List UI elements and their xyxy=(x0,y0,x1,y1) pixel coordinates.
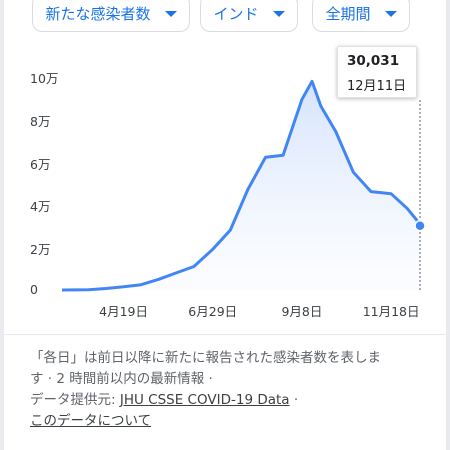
chart-tooltip: 30,031 12月11日 xyxy=(337,46,417,98)
y-tick-label: 2万 xyxy=(30,242,51,258)
x-tick-label: 9月8日 xyxy=(281,304,323,319)
x-tick-label: 4月19日 xyxy=(99,304,148,319)
dropdown-arrow-icon xyxy=(272,11,285,17)
x-tick-label: 6月29日 xyxy=(188,304,238,319)
footer-about-line: このデータについて xyxy=(30,411,430,432)
highlighted-data-point xyxy=(414,219,426,232)
metric-dropdown[interactable]: 新たな感染者数 xyxy=(32,0,190,32)
filter-bar: 新たな感染者数 インド 全期間 xyxy=(0,0,450,34)
footer-source-line: データ提供元: JHU CSSE COVID-19 Data · xyxy=(30,390,430,411)
metric-dropdown-label: 新たな感染者数 xyxy=(45,4,151,23)
cases-series-line xyxy=(61,79,422,292)
region-dropdown-label: インド xyxy=(213,4,259,23)
y-tick-label: 6万 xyxy=(30,156,51,172)
region-dropdown[interactable]: インド xyxy=(200,0,298,32)
dropdown-arrow-icon xyxy=(384,11,397,17)
source-separator: · xyxy=(293,392,299,408)
y-tick-label: 4万 xyxy=(30,199,51,215)
footer-description-line1: 「各日」は前日以降に新たに報告された感染者数を表しま xyxy=(30,350,381,366)
tooltip-date: 12月11日 xyxy=(347,79,407,94)
card-right-edge xyxy=(446,0,450,450)
period-dropdown[interactable]: 全期間 xyxy=(312,0,410,32)
about-data-link[interactable]: このデータについて xyxy=(30,413,152,429)
y-tick-label: 0 xyxy=(30,282,38,297)
dropdown-arrow-icon xyxy=(164,11,177,17)
cases-chart-svg xyxy=(61,79,426,292)
footer-description-line2: す · 2 時間前以内の最新情報 · xyxy=(30,371,213,387)
y-tick-label: 10万 xyxy=(30,71,59,86)
period-dropdown-label: 全期間 xyxy=(325,4,371,23)
card-left-edge xyxy=(0,0,4,450)
source-link[interactable]: JHU CSSE COVID-19 Data xyxy=(119,392,290,408)
chart-footer: 「各日」は前日以降に新たに報告された感染者数を表しま す · 2 時間前以内の最… xyxy=(30,348,430,432)
cases-area-fill xyxy=(62,81,420,290)
cases-chart[interactable]: 0 2万 4万 6万 8万 10万 4月19日 6月29日 9月8日 11月18日 xyxy=(0,38,450,328)
x-tick-label: 11月18日 xyxy=(362,304,420,319)
source-label: データ提供元: xyxy=(30,392,116,408)
divider xyxy=(4,334,446,335)
y-tick-label: 8万 xyxy=(30,113,51,129)
tooltip-value: 30,031 xyxy=(347,53,400,69)
